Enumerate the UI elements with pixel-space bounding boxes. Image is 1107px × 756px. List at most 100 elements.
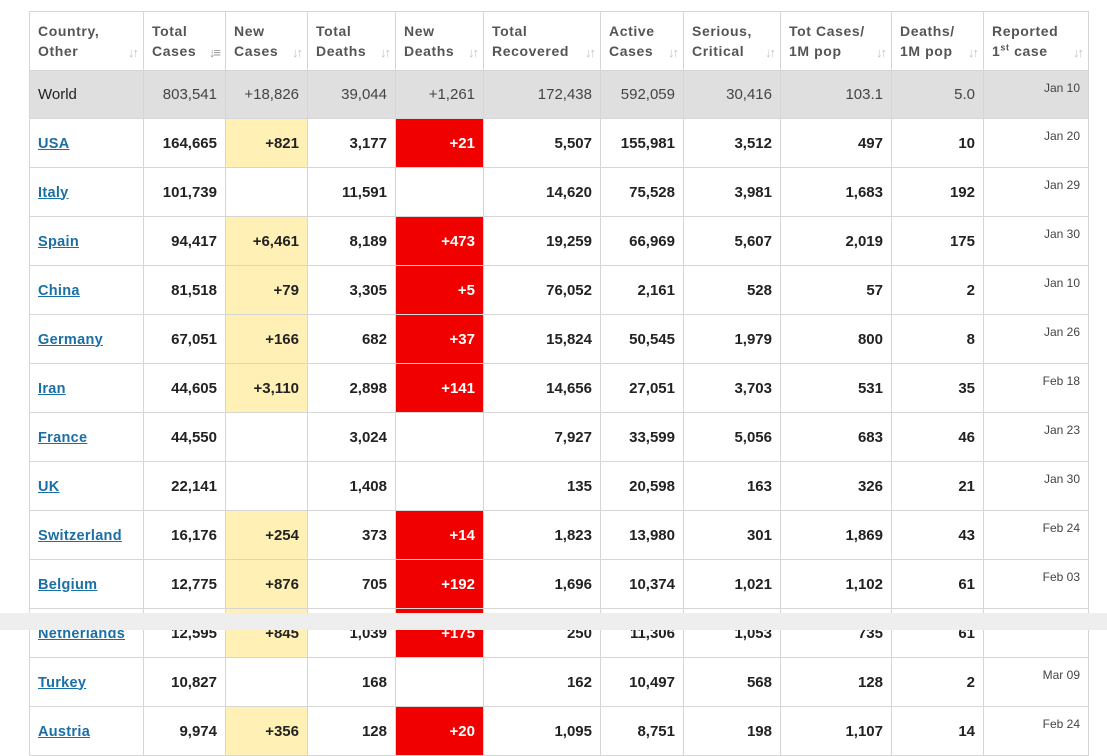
country-link[interactable]: Italy <box>38 184 69 201</box>
table-row: Iran 44,605 +3,110 2,898 +141 14,656 27,051 3,7… <box>29 363 1089 413</box>
active-cases-cell: 50,545 <box>600 314 684 364</box>
header-serious-critical[interactable]: Serious, Critical ↓↑ <box>683 11 781 71</box>
new-cases-cell: +3,110 <box>225 363 308 413</box>
header-label: Total <box>492 23 528 39</box>
first-case-cell: Jan 30 <box>983 216 1089 266</box>
total-cases-cell: 12,775 <box>143 559 226 609</box>
total-cases-cell: 22,141 <box>143 461 226 511</box>
country-link[interactable]: China <box>38 282 80 299</box>
serious-critical-cell: 568 <box>683 657 781 707</box>
active-cases-cell: 10,374 <box>600 559 684 609</box>
total-recovered-cell: 14,656 <box>483 363 601 413</box>
new-cases-cell: +821 <box>225 118 308 168</box>
country-cell: USA <box>29 118 144 168</box>
total-deaths-cell: 1,408 <box>307 461 396 511</box>
world-new-deaths: +1,261 <box>395 70 484 119</box>
tot-cases-per-1m-cell: 1,102 <box>780 559 892 609</box>
total-recovered-cell: 1,823 <box>483 510 601 560</box>
header-country[interactable]: Country, Other ↓↑ <box>29 11 144 71</box>
header-total-deaths[interactable]: Total Deaths ↓↑ <box>307 11 396 71</box>
sort-arrows-icon[interactable]: ↓↑ <box>876 45 887 60</box>
country-link[interactable]: UK <box>38 478 60 495</box>
sort-desc-icon[interactable]: ↓≡ <box>208 45 221 60</box>
deaths-per-1m-cell: 10 <box>891 118 984 168</box>
total-recovered-cell: 135 <box>483 461 601 511</box>
header-deaths-per-1m[interactable]: Deaths/1M pop ↓↑ <box>891 11 984 71</box>
world-deaths-per-1m: 5.0 <box>891 70 984 119</box>
total-deaths-cell: 3,177 <box>307 118 396 168</box>
table-row: Germany 67,051 +166 682 +37 15,824 50,545 1,979… <box>29 314 1089 364</box>
header-label: Serious, <box>692 23 753 39</box>
tot-cases-per-1m-cell: 128 <box>780 657 892 707</box>
country-link[interactable]: Turkey <box>38 674 87 691</box>
header-tot-cases-per-1m[interactable]: Tot Cases/1M pop ↓↑ <box>780 11 892 71</box>
table-row: Spain 94,417 +6,461 8,189 +473 19,259 66,969 5,… <box>29 216 1089 266</box>
serious-critical-cell: 1,021 <box>683 559 781 609</box>
country-link[interactable]: Belgium <box>38 576 98 593</box>
table-row: USA 164,665 +821 3,177 +21 5,507 155,981 3,512 4… <box>29 118 1089 168</box>
table-row: Italy 101,739 11,591 14,620 75,528 3,981 1,683… <box>29 167 1089 217</box>
country-link[interactable]: USA <box>38 135 70 152</box>
tot-cases-per-1m-cell: 2,019 <box>780 216 892 266</box>
new-cases-cell: +166 <box>225 314 308 364</box>
tot-cases-per-1m-cell: 1,869 <box>780 510 892 560</box>
header-label: Total <box>152 23 188 39</box>
sort-arrows-icon[interactable]: ↓↑ <box>468 45 479 60</box>
new-cases-cell: +254 <box>225 510 308 560</box>
country-link[interactable]: Spain <box>38 233 79 250</box>
new-deaths-cell: +20 <box>395 706 484 756</box>
header-label: case <box>1009 43 1048 59</box>
new-cases-cell: +356 <box>225 706 308 756</box>
header-total-cases[interactable]: Total Cases ↓≡ <box>143 11 226 71</box>
total-recovered-cell: 1,095 <box>483 706 601 756</box>
new-cases-cell <box>225 412 308 462</box>
sort-arrows-icon[interactable]: ↓↑ <box>585 45 596 60</box>
deaths-per-1m-cell: 14 <box>891 706 984 756</box>
country-link[interactable]: France <box>38 429 88 446</box>
sort-arrows-icon[interactable]: ↓↑ <box>380 45 391 60</box>
country-link[interactable]: Germany <box>38 331 103 348</box>
new-cases-cell: +876 <box>225 559 308 609</box>
tot-cases-per-1m-cell: 683 <box>780 412 892 462</box>
header-label: Total <box>316 23 352 39</box>
country-link[interactable]: Iran <box>38 380 66 397</box>
sort-arrows-icon[interactable]: ↓↑ <box>765 45 776 60</box>
new-deaths-cell <box>395 657 484 707</box>
serious-critical-cell: 301 <box>683 510 781 560</box>
deaths-per-1m-cell: 175 <box>891 216 984 266</box>
header-label: Deaths <box>316 43 367 59</box>
header-label: Country, <box>38 23 100 39</box>
table-row: UK 22,141 1,408 135 20,598 163 326 21 Jan 30 <box>29 461 1089 511</box>
country-cell: Austria <box>29 706 144 756</box>
header-total-recovered[interactable]: Total Recovered ↓↑ <box>483 11 601 71</box>
first-case-cell: Feb 24 <box>983 706 1089 756</box>
header-label: Critical <box>692 43 745 59</box>
new-deaths-cell: +192 <box>395 559 484 609</box>
header-active-cases[interactable]: Active Cases ↓↑ <box>600 11 684 71</box>
header-first-case[interactable]: Reported 1st case ↓↑ <box>983 11 1089 71</box>
header-label: New <box>404 23 435 39</box>
bottom-scroll-area <box>0 613 1107 630</box>
country-link[interactable]: Austria <box>38 723 91 740</box>
sort-arrows-icon[interactable]: ↓↑ <box>1073 45 1084 60</box>
world-total-deaths: 39,044 <box>307 70 396 119</box>
sort-arrows-icon[interactable]: ↓↑ <box>968 45 979 60</box>
serious-critical-cell: 3,981 <box>683 167 781 217</box>
sort-arrows-icon[interactable]: ↓↑ <box>128 45 139 60</box>
first-case-cell: Jan 10 <box>983 265 1089 315</box>
table-row: Switzerland 16,176 +254 373 +14 1,823 13,980 30… <box>29 510 1089 560</box>
first-case-cell: Feb 24 <box>983 510 1089 560</box>
table-row: Austria 9,974 +356 128 +20 1,095 8,751 198 1,107… <box>29 706 1089 756</box>
sort-arrows-icon[interactable]: ↓↑ <box>668 45 679 60</box>
country-cell: Belgium <box>29 559 144 609</box>
serious-critical-cell: 1,979 <box>683 314 781 364</box>
sort-arrows-icon[interactable]: ↓↑ <box>292 45 303 60</box>
header-new-deaths[interactable]: New Deaths ↓↑ <box>395 11 484 71</box>
active-cases-cell: 75,528 <box>600 167 684 217</box>
total-cases-cell: 10,827 <box>143 657 226 707</box>
total-deaths-cell: 3,305 <box>307 265 396 315</box>
header-label: Reported <box>992 23 1059 39</box>
country-link[interactable]: Switzerland <box>38 527 122 544</box>
header-new-cases[interactable]: New Cases ↓↑ <box>225 11 308 71</box>
country-cell: France <box>29 412 144 462</box>
